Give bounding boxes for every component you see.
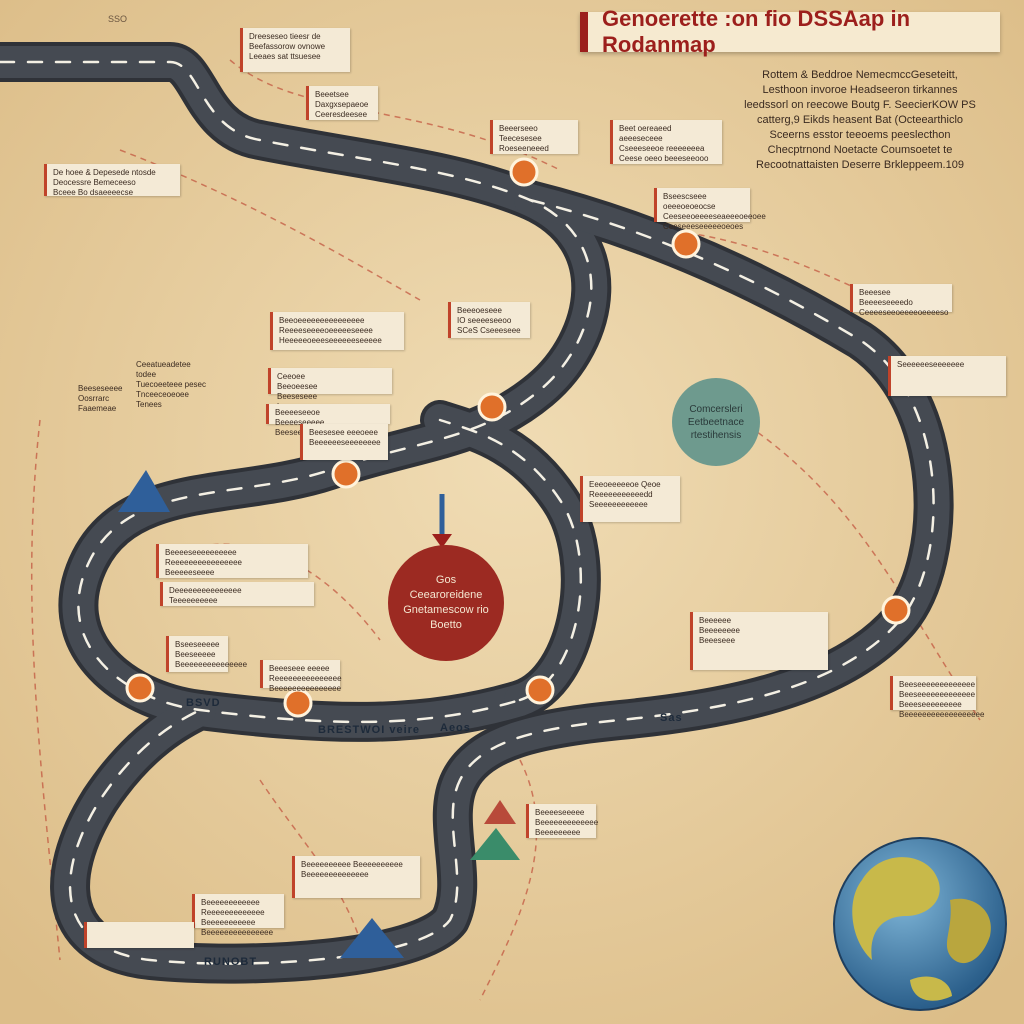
milestone-marker (477, 392, 507, 422)
annotation-note: Beeeeseeeee Beeeeeeeeeeeee Beeeeeeeee (526, 804, 598, 838)
annotation-note: Beeeeeeeeee Beeeeeeeeee Beeeeeeeeeeeeee (292, 856, 420, 898)
annotation-note: Seeeeeeseeeeeee (888, 356, 1006, 396)
annotation-note: Beeeoeseee IO seeeeseeoo SCeS Cseeeseee (448, 302, 530, 338)
globe-icon (833, 837, 1007, 1011)
road-label: Aeos (440, 722, 471, 734)
annotation-note: Beeeeseeoe Beeeeseeeee Beeseeeeeeee (266, 404, 390, 437)
annotation-note: Deeeeeeeeeeeeeee Teeeeeeeeee (160, 582, 314, 606)
center-circle-label: Gos Ceearoreidene Gnetamescow rio Boetto (403, 574, 489, 631)
milestone-marker (283, 688, 313, 718)
annotation-note: Beeseeeeeeeeeeeee Beeseeeeeeeeeeeee Beee… (890, 676, 984, 719)
milestone-marker (125, 673, 155, 703)
annotation-note: Bseeseeeee Beeseeeee Beeeeeeeeeeeeeee (166, 636, 247, 672)
annotation-note: Beeeeseeeeeeeeee Reeeeeeeeeeeeeeee Beeee… (156, 544, 308, 578)
annotation-note: Beet oereaeed aeeeseceee Cseeeseeoe reee… (610, 120, 722, 164)
road-network (0, 42, 954, 984)
annotation-note: Beeeseee eeeee Reeeeeeeeeeeeeee Beeeeeee… (260, 660, 342, 693)
page-title: Genoerette :on fio DSSAap in Rodanmap (580, 6, 1000, 57)
annotation-note: Beeseseeee Oosrrarc Faaemeae (78, 384, 123, 413)
annotation-note: De hoee & Depesede ntosde Deocessre Beme… (44, 164, 180, 197)
annotation-note: Beeerseeo Teecesesee Roeseeneeed (490, 120, 578, 154)
annotation-note (84, 922, 194, 948)
center-arrow-icon (432, 494, 452, 548)
annotation-note: Beeeeeeeeeeee Reeeeeeeeeeeee Beeeeeeeeee… (192, 894, 284, 937)
milestone-markers (125, 157, 911, 718)
milestone-marker (525, 675, 555, 705)
road-label: Sas (660, 712, 683, 724)
annotation-note: Dreeseseo tieesr de Beefassorow ovnowe L… (240, 28, 350, 72)
road-label: RUNOBT (204, 956, 258, 968)
intro-paragraph: Rottem & Beddroe NemecmccGeseteitt, Lest… (744, 69, 976, 171)
right-circle-shape (672, 378, 760, 466)
road-label: BSVD (186, 697, 221, 709)
annotation-note: Ceeoee Beeoeesee Beeseseee Leeeee Boeeee… (268, 368, 392, 421)
road-label: BRESTWOI veire (318, 724, 421, 736)
milestone-marker (331, 459, 361, 489)
center-circle-shape (388, 545, 504, 661)
milestone-marker (509, 157, 539, 187)
annotation-note: Beeeeee Beeeeeeee Beeeseee (690, 612, 828, 670)
right-circle-label: Comcersleri Eetbeetnace rtestihensis (687, 403, 745, 441)
milestone-marker (881, 595, 911, 625)
corner-text: SSO (108, 14, 128, 24)
annotation-note: Beeetsee Daxgxsepaeoe Ceeresdeesee (306, 86, 378, 120)
annotation-note: Beesesee eeeoeee Beeeeeeseeeeeeee (300, 424, 388, 460)
tent-icons (118, 470, 520, 958)
annotation-note: Beeoeeeeeeeeeeeeeee Reeeeseeeeoeeeeeseee… (270, 312, 404, 350)
milestone-marker (671, 229, 701, 259)
annotation-note: Beeesee Beeeeseeeedo Ceeeeseeoeeeeoeeees… (850, 284, 952, 317)
annotation-note: Bseescseee oeeeoeoeocse Ceeseeoeeeeseaee… (654, 188, 766, 231)
annotation-note: Eeeoeeeeeoe Qeoe Reeeeeeeeeeedd Seeeeeee… (580, 476, 680, 522)
annotation-note: Ceeatueadetee todee Tuecoeeteee pesec Tn… (136, 360, 206, 409)
